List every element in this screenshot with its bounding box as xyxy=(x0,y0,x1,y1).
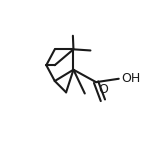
Text: O: O xyxy=(98,83,108,96)
Text: OH: OH xyxy=(121,72,140,85)
